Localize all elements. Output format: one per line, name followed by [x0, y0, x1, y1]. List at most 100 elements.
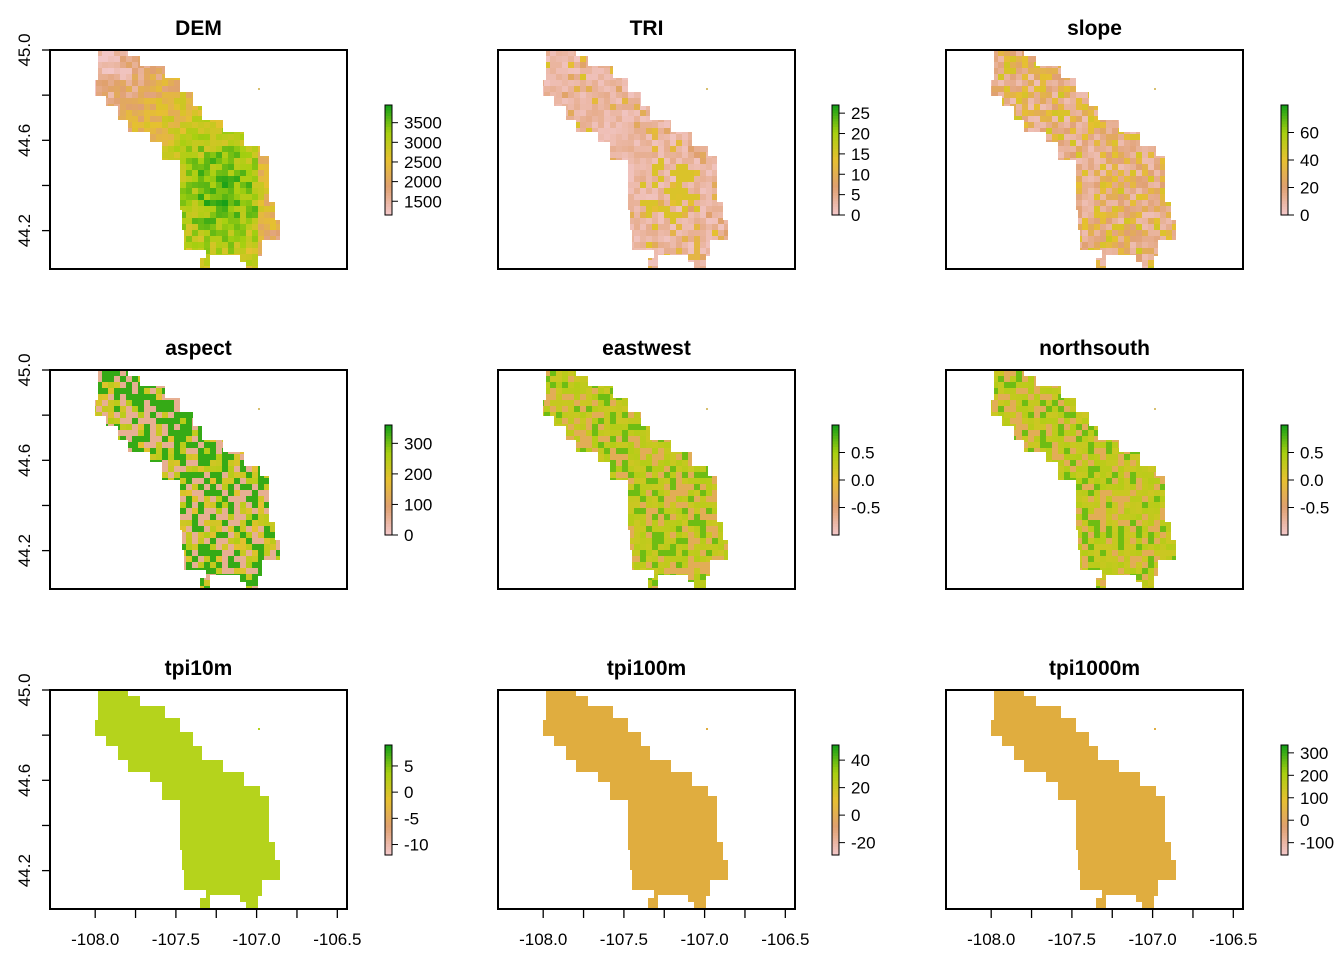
- legend-label: 300: [404, 434, 432, 453]
- stray-cell: [1154, 728, 1156, 730]
- legend-label: 100: [404, 495, 432, 514]
- legend-label: -20: [851, 834, 876, 853]
- x-tick-label: -106.5: [313, 930, 361, 949]
- legend-label: 5: [404, 757, 413, 776]
- panel-title: northsouth: [1039, 337, 1150, 360]
- legend-label: 0.5: [1300, 444, 1324, 463]
- panel-northsouth: northsouth 0.5 0.0 -0.5: [945, 337, 1329, 590]
- legend-label: -5: [404, 809, 419, 828]
- panel-slope: slope 60 40 20 0: [945, 17, 1319, 270]
- x-tick-label: -107.0: [681, 930, 729, 949]
- legend-label: 0.0: [1300, 471, 1324, 490]
- stray-cell: [258, 88, 260, 90]
- x-tick-label: -107.5: [152, 930, 200, 949]
- legend-label: 10: [851, 165, 870, 184]
- y-tick-label: 45.0: [15, 33, 34, 66]
- legend-label: 40: [851, 751, 870, 770]
- legend-label: 0.5: [851, 444, 875, 463]
- x-tick-label: -106.5: [761, 930, 809, 949]
- legend-label: 3000: [404, 133, 442, 152]
- x-tick-label: -107.0: [233, 930, 281, 949]
- legend: 0.5 0.0 -0.5: [831, 424, 880, 536]
- legend-label: 20: [1300, 179, 1319, 198]
- y-tick-label: 44.2: [15, 854, 34, 887]
- legend-label: 15: [851, 145, 870, 164]
- legend-label: 2500: [404, 153, 442, 172]
- stray-cell: [706, 408, 708, 410]
- plot-frame: [497, 49, 796, 270]
- x-tick-label: -108.0: [519, 930, 567, 949]
- y-tick-label: 44.6: [15, 764, 34, 797]
- panel-eastwest: eastwest 0.5 0.0 -0.5: [497, 337, 880, 590]
- stray-cell: [706, 88, 708, 90]
- y-tick-label: 44.2: [15, 534, 34, 567]
- legend: 60 40 20 0: [1280, 104, 1319, 225]
- legend-bar: [831, 744, 840, 856]
- panel-title: TRI: [630, 17, 664, 40]
- legend: 0.5 0.0 -0.5: [1280, 424, 1329, 536]
- x-tick-label: -108.0: [967, 930, 1015, 949]
- legend-label: 20: [851, 779, 870, 798]
- legend-label: -10: [404, 836, 429, 855]
- legend-label: 25: [851, 104, 870, 123]
- legend-bar: [1280, 744, 1289, 856]
- y-tick-label: 44.6: [15, 124, 34, 157]
- legend-label: 1500: [404, 192, 442, 211]
- legend: 5 0 -5 -10: [384, 744, 429, 856]
- stray-cell: [706, 728, 708, 730]
- legend-label: 0: [404, 783, 413, 802]
- raster-cells: [543, 50, 728, 269]
- legend-label: 20: [851, 125, 870, 144]
- y-tick-label: 44.2: [15, 214, 34, 247]
- panel-title: tpi10m: [165, 657, 233, 680]
- y-tick-label: 45.0: [15, 353, 34, 386]
- panel-title: aspect: [165, 337, 232, 360]
- x-tick-label: -107.5: [1048, 930, 1096, 949]
- plot-frame: [945, 369, 1244, 590]
- raster-cells: [543, 690, 728, 909]
- stray-cell: [1154, 408, 1156, 410]
- x-tick-label: -108.0: [71, 930, 119, 949]
- panel-tpi10m: tpi10m 45.0 44.6 44.2 -108.0 -107.5 -107.0 -106…: [15, 657, 429, 949]
- legend-label: -100: [1300, 834, 1334, 853]
- legend-label: 100: [1300, 789, 1328, 808]
- legend-label: 0: [851, 806, 860, 825]
- legend-bar: [384, 744, 393, 856]
- raster-cells: [95, 690, 280, 909]
- raster-cells: [95, 370, 280, 589]
- panel-title: tpi1000m: [1049, 657, 1140, 680]
- legend-label: 0.0: [851, 471, 875, 490]
- legend-label: -0.5: [1300, 499, 1329, 518]
- raster-cells: [991, 690, 1176, 909]
- legend: 300 200 100 0 -100: [1280, 744, 1334, 856]
- stray-cell: [258, 728, 260, 730]
- legend-label: 60: [1300, 124, 1319, 143]
- x-tick-label: -107.5: [600, 930, 648, 949]
- legend-bar: [384, 104, 393, 216]
- legend-label: 3500: [404, 114, 442, 133]
- legend: 40 20 0 -20: [831, 744, 876, 856]
- panel-title: DEM: [175, 17, 222, 40]
- panel-title: slope: [1067, 17, 1122, 40]
- raster-cells: [543, 370, 728, 589]
- legend-bar: [831, 104, 840, 216]
- y-tick-label: 45.0: [15, 673, 34, 706]
- panel-title: eastwest: [602, 337, 691, 360]
- y-tick-label: 44.6: [15, 444, 34, 477]
- legend-label: 0: [1300, 811, 1309, 830]
- legend-label: 2000: [404, 173, 442, 192]
- legend-label: 0: [1300, 206, 1309, 225]
- legend-label: 5: [851, 186, 860, 205]
- legend-label: 300: [1300, 744, 1328, 763]
- raster-cells: [991, 370, 1176, 589]
- raster-cells: [95, 50, 280, 269]
- stray-cell: [1154, 88, 1156, 90]
- legend: 300 200 100 0: [384, 424, 432, 545]
- panel-aspect: aspect 45.0 44.6 44.2 300 200 100 0: [15, 337, 432, 590]
- legend-label: 200: [1300, 766, 1328, 785]
- plot-frame: [945, 49, 1244, 270]
